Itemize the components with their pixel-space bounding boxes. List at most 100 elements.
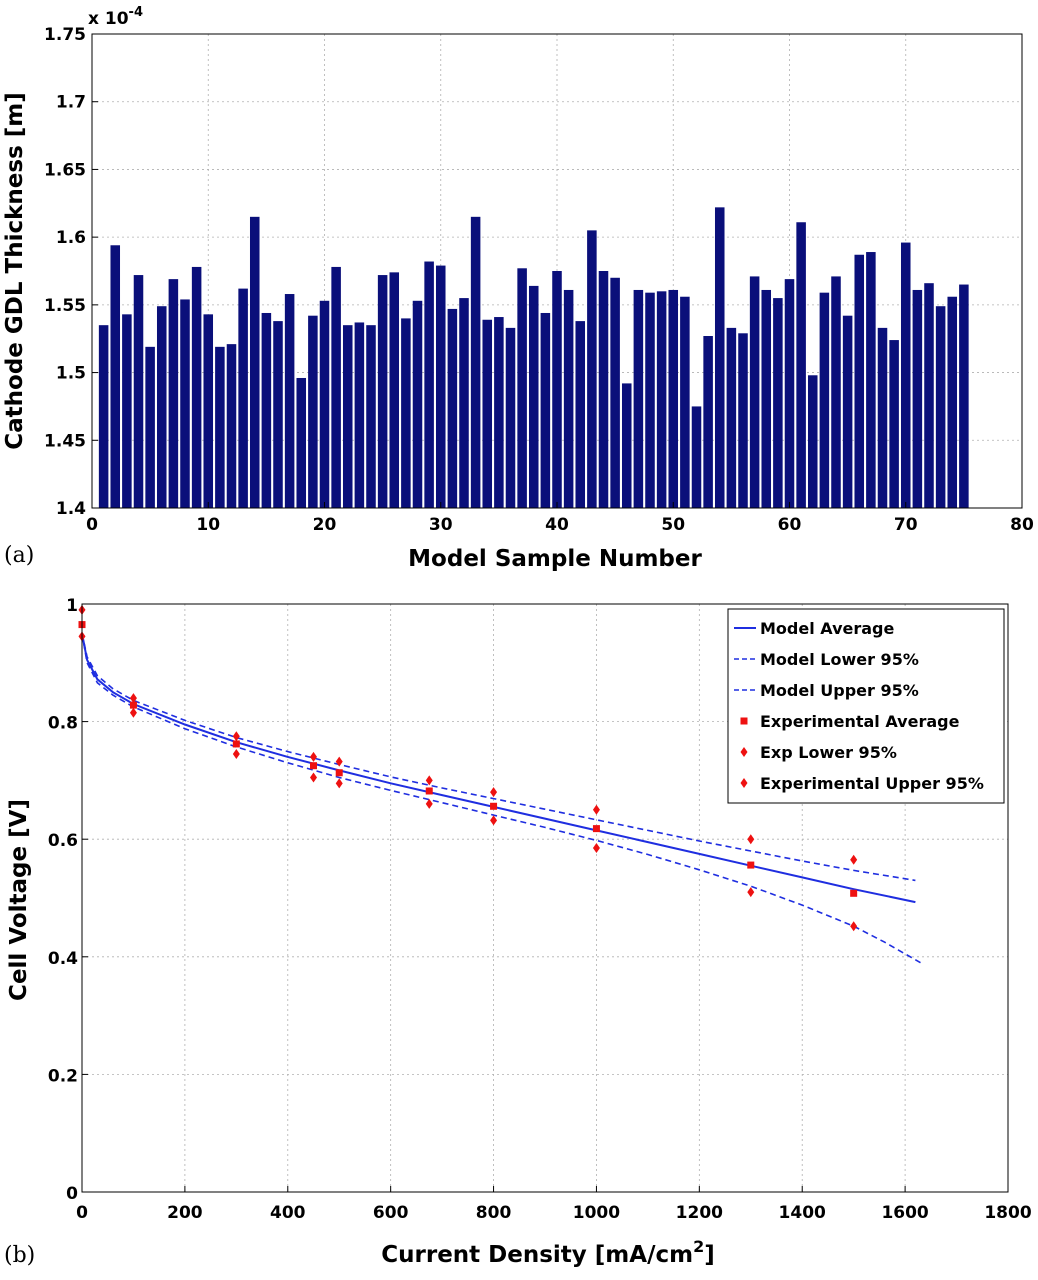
bar [842,315,853,508]
bar [656,291,667,508]
bar [761,289,772,508]
y-tick-label: 1.45 [44,431,86,451]
bar [621,383,632,508]
x-tick-label: 50 [661,515,685,535]
line-chart-y-ticks: 0 0.2 0.4 0.6 0.8 1 [48,596,88,1204]
bar [645,292,655,508]
bar [412,300,423,508]
panel-label-b: (b) [4,1243,35,1268]
data-point-diamond [310,751,317,762]
series-line-model-upper-95- [81,633,916,882]
data-point-diamond [425,798,433,809]
y-tick-label: 1.6 [56,228,86,248]
x-tick-label: 1800 [984,1203,1031,1223]
y-tick-label: 0.2 [48,1066,78,1086]
bar [796,222,806,508]
data-point-square [425,787,433,795]
bar [261,312,272,508]
bar [831,276,841,508]
x-tick-label: 1000 [573,1203,620,1223]
bar [959,284,969,508]
legend-square-swatch [740,717,748,725]
line-chart-y-axis-label: Cell Voltage [V] [6,799,32,1001]
line-chart-panel: 0 200 400 600 800 1000 1200 1400 1600 1800 0 0.2 0.… [4,596,1032,1268]
bar [401,318,411,508]
data-point-diamond [490,787,498,798]
legend-label: Experimental Average [760,712,960,731]
bar [145,346,155,508]
bar [587,230,597,508]
bar [517,268,527,508]
data-point-diamond [232,748,240,759]
bar-series [98,207,969,509]
bar-chart-x-ticks: 0 10 20 30 40 50 60 70 80 [86,502,1034,535]
x-tick-label: 60 [778,515,802,535]
bar [505,327,516,508]
bar [215,346,225,508]
bar [680,296,690,508]
y-tick-label: 1.7 [56,93,86,113]
bar [156,306,167,508]
x-tick-label: 70 [894,515,918,535]
data-point-square [310,762,317,770]
data-point-square [335,769,343,777]
bar [866,252,876,508]
data-point-square [592,825,600,833]
bar [98,325,109,508]
data-point-diamond [747,834,755,845]
bar [296,377,307,508]
bar [424,261,434,508]
bar [668,289,679,508]
bar [552,271,562,508]
legend-diamond-swatch [740,778,748,788]
bar [447,308,458,508]
bar [784,279,795,508]
data-point-diamond [850,854,858,865]
x-tick-label: 10 [196,515,220,535]
bar [284,294,295,508]
bar [377,275,388,508]
data-point-diamond [335,778,343,789]
y-scale-factor: x 10-4 [88,5,143,29]
bar [598,271,609,508]
legend-diamond-swatch [740,747,748,757]
bar [889,340,899,508]
data-point-square [747,861,755,869]
bar [912,289,923,508]
bar [773,298,783,508]
bar [714,207,725,508]
legend-label: Experimental Upper 95% [760,774,984,793]
bar [435,265,446,508]
y-tick-label: 0.8 [48,714,78,734]
legend-label: Exp Lower 95% [760,743,897,762]
bar [854,254,865,508]
line-chart-x-ticks: 0 200 400 600 800 1000 1200 1400 1600 1800 [76,1186,1032,1223]
bar [180,299,190,508]
x-tick-label: 80 [1010,515,1034,535]
line-series [81,633,921,964]
legend: Model Average Model Lower 95% Model Upper … [727,608,1005,804]
bar [633,289,644,508]
data-point-diamond [592,804,600,815]
bar [691,406,702,508]
x-tick-label: 0 [76,1203,88,1223]
line-chart-gridlines [82,604,1008,1192]
bar [540,312,551,508]
bar [575,321,586,508]
x-tick-label: 400 [270,1203,306,1223]
bar [249,216,260,509]
bar [528,285,539,508]
bar [947,296,958,508]
bar [877,327,888,508]
bar [342,325,353,508]
bar [354,322,365,508]
bar [238,288,248,508]
data-point-square [232,740,240,748]
bar-chart-y-axis-label: Cathode GDL Thickness [m] [2,92,28,450]
bar [273,321,283,508]
panel-label-a: (a) [4,543,34,568]
bar [308,315,318,508]
data-point-diamond [425,775,433,786]
x-tick-label: 1200 [676,1203,723,1223]
